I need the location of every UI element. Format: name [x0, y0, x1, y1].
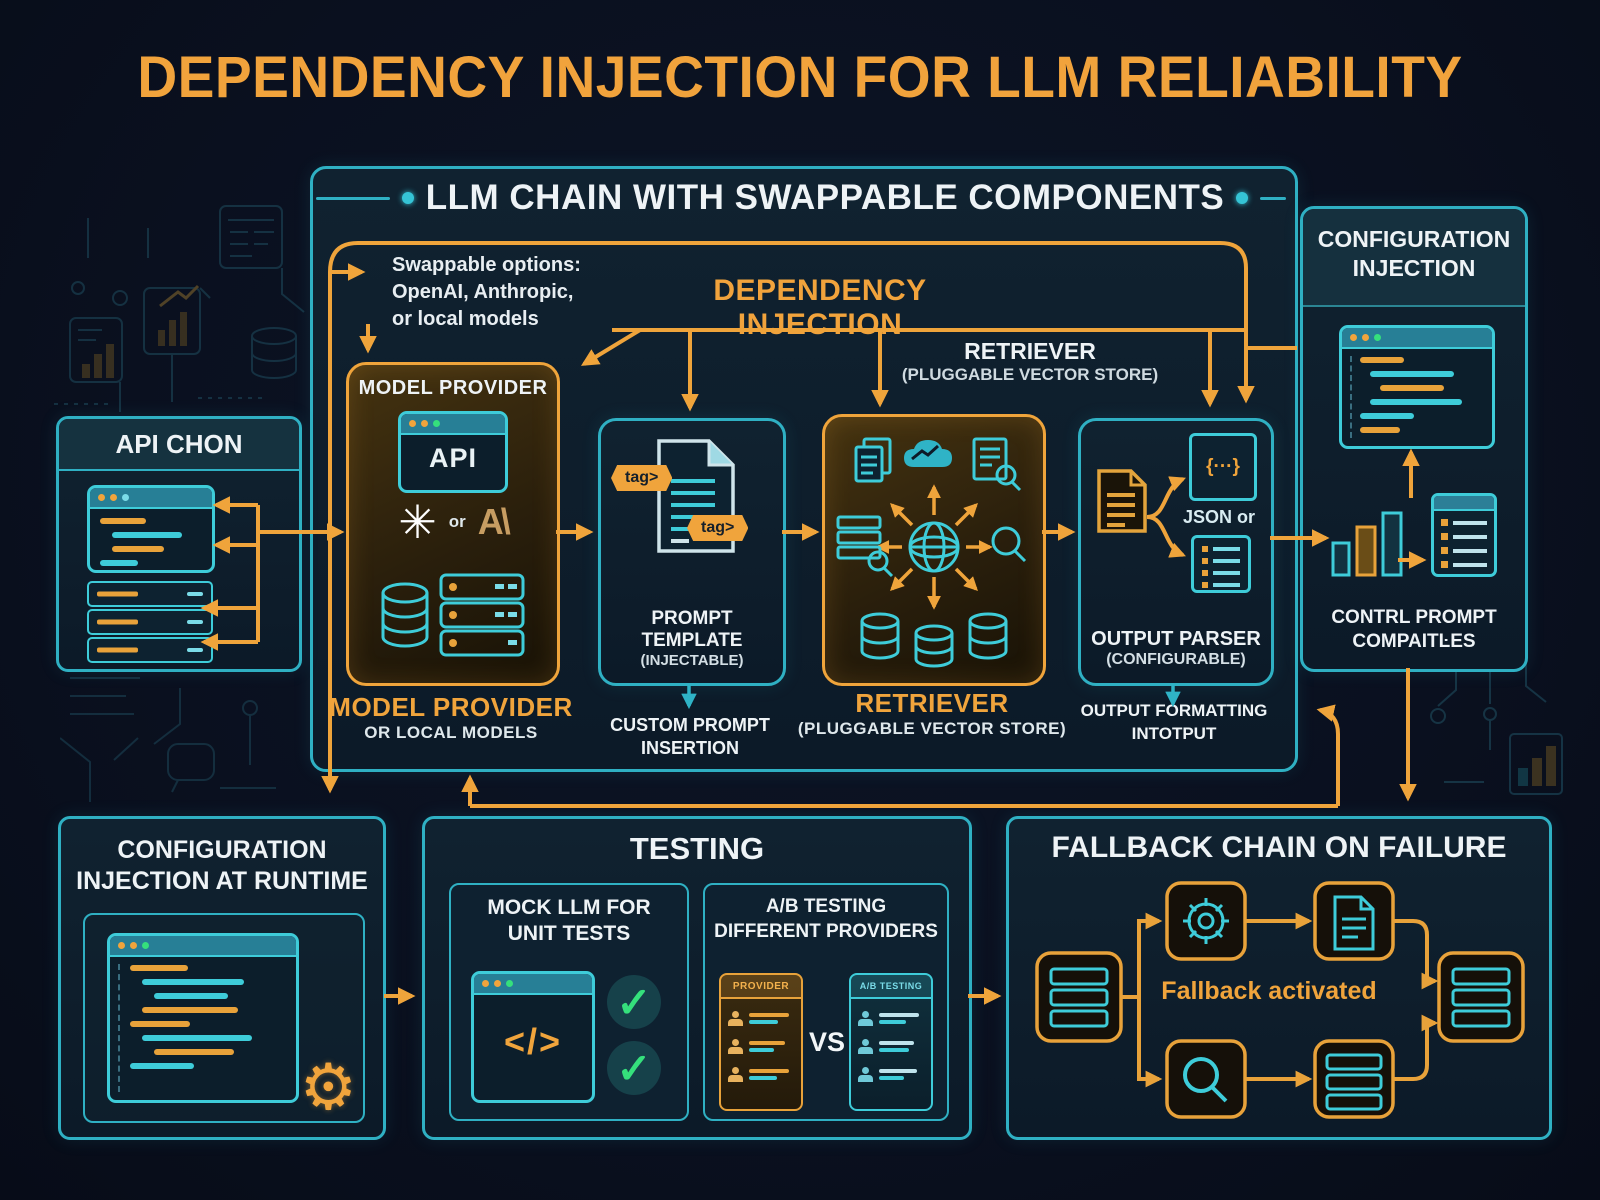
server-bar-icon	[87, 637, 213, 663]
source-document-icon	[1097, 469, 1147, 533]
ab-card-header: A/B TESTING	[851, 975, 931, 999]
circuit-decoration-top-left	[54, 205, 305, 412]
model-provider-box: MODEL PROVIDER API ✳ or A\	[346, 362, 560, 686]
tag-badge-icon: tag>	[611, 465, 673, 491]
api-chain-box: API CHON	[56, 416, 302, 672]
page-title: DEPENDENCY INJECTION FOR LLM RELIABILITY	[137, 45, 1463, 110]
provider-logos-row: ✳ or A\	[349, 499, 557, 545]
output-parser-box: {···} JSON or OUTPUT PARSER (CONFIGURABL…	[1078, 418, 1274, 686]
api-chain-title: API CHON	[59, 419, 299, 471]
model-provider-box-title: MODEL PROVIDER	[358, 377, 548, 399]
branch-arrows-icon	[1146, 476, 1186, 558]
configuration-runtime-title: CONFIGURATION INJECTION AT RUNTIME	[76, 836, 368, 896]
configuration-injection-title: CONFIGURATION INJECTION	[1303, 209, 1525, 307]
testing-title: TESTING	[629, 831, 765, 866]
anthropic-logo-icon: A\	[477, 501, 511, 542]
fallback-flow-diagram	[1035, 881, 1525, 1119]
mock-llm-title: MOCK LLM FOR UNIT TESTS	[487, 896, 651, 946]
local-models-icon	[381, 573, 525, 657]
ab-card: A/B TESTING	[849, 973, 933, 1111]
code-glyph: </>	[503, 1021, 563, 1062]
bar-chart-icon	[1331, 511, 1403, 577]
mock-llm-box: MOCK LLM FOR UNIT TESTS </> ✓ ✓	[449, 883, 689, 1121]
model-provider-caption: MODEL PROVIDER OR LOCAL MODELS	[326, 692, 576, 743]
json-or-label: JSON or	[1182, 507, 1256, 527]
configuration-runtime-box: CONFIGURATION INJECTION AT RUNTIME ⚙	[58, 816, 386, 1140]
retriever-callout-sub: (PLUGGABLE VECTOR STORE)	[901, 365, 1159, 384]
configuration-injection-caption: CONTRL PROMPT COMPAITĿES	[1331, 606, 1497, 653]
check-icon: ✓	[607, 975, 661, 1029]
header-dot-right	[1236, 192, 1249, 204]
runtime-panel: ⚙	[83, 913, 365, 1123]
code-editor-icon	[107, 933, 299, 1103]
fallback-chain-box: FALLBACK CHAIN ON FAILURE	[1006, 816, 1552, 1140]
list-doc-icon	[1191, 535, 1251, 593]
tag-badge-icon: tag>	[687, 515, 749, 541]
fallback-title: FALLBACK CHAIN ON FAILURE	[1051, 831, 1507, 864]
prompt-template-label: PROMPT TEMPLATE	[641, 608, 743, 651]
prompt-template-sublabel: (INJECTABLE)	[640, 652, 744, 669]
api-window-icon: API	[398, 411, 508, 493]
header-line-right	[1260, 196, 1287, 200]
retriever-callout-title: RETRIEVER	[964, 338, 1096, 364]
ab-testing-title: A/B TESTING DIFFERENT PROVIDERS	[714, 896, 938, 942]
server-bar-icon	[87, 609, 213, 635]
openai-logo-icon: ✳	[398, 496, 437, 548]
prompt-list-icon	[1431, 493, 1497, 577]
retriever-callout: RETRIEVER (PLUGGABLE VECTOR STORE)	[878, 338, 1182, 385]
header-line-left	[315, 196, 390, 200]
configuration-injection-box: CONFIGURATION INJECTION	[1300, 206, 1528, 672]
testing-box: TESTING MOCK LLM FOR UNIT TESTS </> ✓ ✓ …	[422, 816, 972, 1140]
prompt-template-box: tag> tag> PROMPT TEMPLATE (INJECTABLE)	[598, 418, 786, 686]
code-window-icon: </>	[471, 971, 595, 1103]
circuit-decoration-right	[1430, 664, 1563, 795]
provider-card-header: PROVIDER	[721, 975, 801, 999]
code-window-icon	[87, 485, 215, 573]
output-parser-label: OUTPUT PARSER	[1091, 628, 1261, 650]
magnifier-icon	[1183, 1057, 1228, 1103]
gear-icon	[1183, 898, 1229, 944]
document-icon	[1333, 895, 1375, 951]
provider-card: PROVIDER	[719, 973, 803, 1111]
json-doc-icon: {···}	[1189, 433, 1257, 501]
chain-header: LLM CHAIN WITH SWAPPABLE COMPONENTS	[310, 178, 1292, 218]
retriever-caption-sub: (PLUGGABLE VECTOR STORE)	[797, 719, 1067, 738]
json-doc-glyph: {···}	[1206, 456, 1240, 477]
swappable-options-note: Swappable options: OpenAI, Anthropic, or…	[392, 254, 581, 330]
check-icon: ✓	[607, 1041, 661, 1095]
gear-icon: ⚙	[299, 1051, 357, 1123]
model-provider-caption-sub: OR LOCAL MODELS	[364, 723, 538, 742]
circuit-decoration-bottom-left	[60, 677, 276, 802]
output-parser-caption: OUTPUT FORMATTING INTOTPUT	[1080, 701, 1268, 743]
retriever-caption-title: RETRIEVER	[855, 688, 1009, 718]
header-dot-left	[401, 192, 414, 204]
api-glyph: API	[428, 443, 477, 473]
output-parser-sublabel: (CONFIGURABLE)	[1106, 651, 1246, 668]
retriever-box	[822, 414, 1046, 686]
retriever-hub-icon	[836, 437, 1027, 668]
model-provider-caption-title: MODEL PROVIDER	[329, 692, 573, 722]
server-bar-icon	[87, 581, 213, 607]
or-label: or	[448, 512, 466, 531]
dependency-injection-label: DEPENDENCY INJECTION	[713, 274, 927, 341]
prompt-template-caption: CUSTOM PROMPT INSERTION	[610, 715, 770, 759]
retriever-caption: RETRIEVER (PLUGGABLE VECTOR STORE)	[792, 688, 1072, 739]
fallback-status-label: Fallback activated	[1161, 977, 1377, 1005]
vs-label: VS	[808, 1027, 846, 1057]
code-editor-icon	[1339, 325, 1495, 449]
ab-testing-box: A/B TESTING DIFFERENT PROVIDERS PROVIDER…	[703, 883, 949, 1121]
chain-header-label: LLM CHAIN WITH SWAPPABLE COMPONENTS	[425, 178, 1225, 217]
